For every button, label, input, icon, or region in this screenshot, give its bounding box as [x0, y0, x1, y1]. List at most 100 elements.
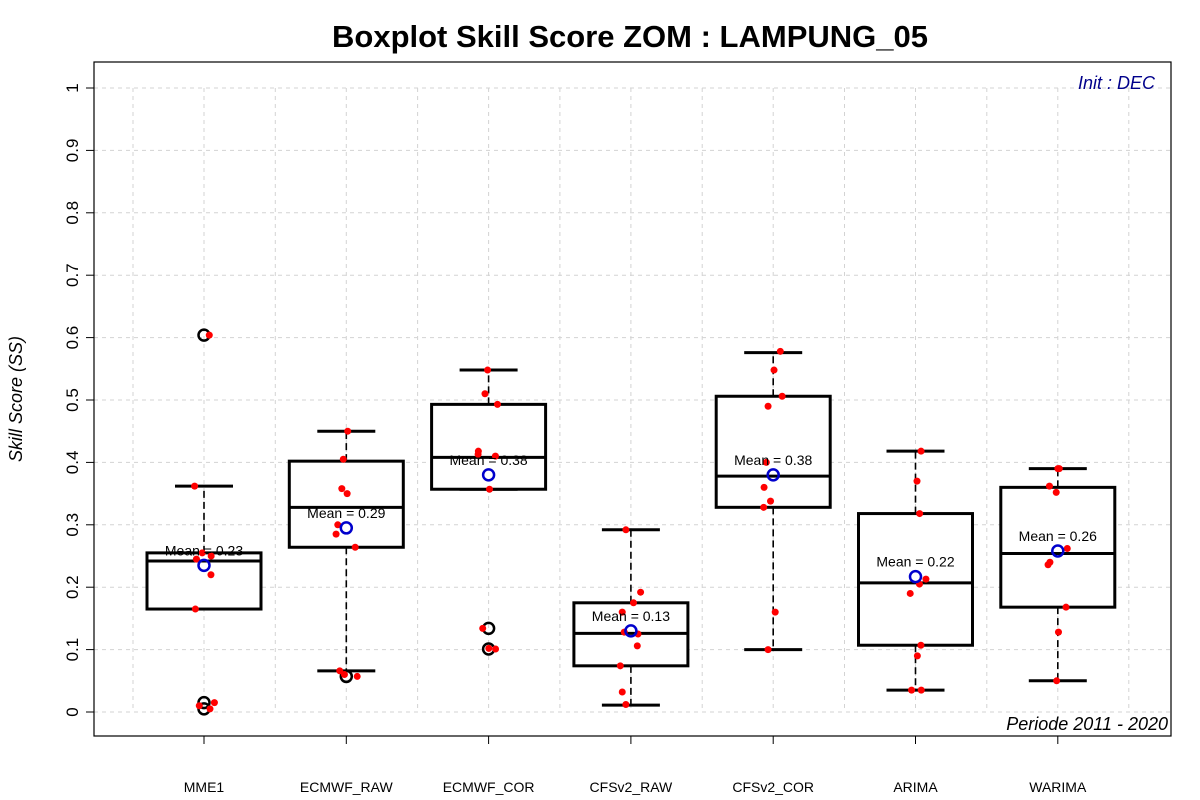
data-point — [917, 641, 925, 649]
data-point — [622, 526, 630, 534]
data-point — [198, 549, 206, 557]
y-tick-label: 0.3 — [63, 513, 82, 537]
data-point — [922, 575, 930, 583]
box — [714, 394, 832, 509]
data-point — [336, 667, 344, 675]
mean-label: Mean = 0.23 — [165, 542, 243, 558]
mean-label: Mean = 0.38 — [734, 452, 812, 468]
y-tick-label: 0.5 — [63, 388, 82, 412]
x-tick-label: WARIMA — [1029, 779, 1087, 795]
data-point — [764, 402, 772, 410]
data-point — [351, 543, 359, 551]
data-point — [210, 699, 218, 707]
data-point — [1055, 465, 1063, 473]
data-point — [633, 642, 641, 650]
data-point — [1063, 545, 1071, 553]
box-group-ecmwf_cor: Mean = 0.38 — [430, 366, 548, 656]
box-group-arima: Mean = 0.22 — [857, 447, 974, 694]
data-point — [618, 608, 626, 616]
y-tick-label: 0.2 — [63, 575, 82, 599]
data-point — [493, 400, 501, 408]
boxes: Mean = 0.23 Mean = 0.29 Mean = 0.38 Mean = … — [145, 328, 1117, 716]
y-tick-label: 0.7 — [63, 263, 82, 287]
data-point — [343, 490, 351, 498]
data-point — [481, 390, 489, 398]
mean-marker — [339, 521, 354, 535]
x-tick-label: MME1 — [184, 779, 225, 795]
data-point — [479, 624, 487, 632]
box-group-cfsv2_raw: Mean = 0.13 — [572, 526, 690, 709]
mean-marker — [908, 569, 923, 584]
data-point — [206, 705, 214, 713]
data-point — [760, 483, 768, 491]
data-point — [491, 452, 499, 460]
box-group-mme1: Mean = 0.23 — [145, 328, 263, 716]
data-point — [770, 366, 778, 374]
box-group-cfsv2_cor: Mean = 0.38 — [714, 347, 832, 654]
box — [857, 512, 974, 647]
y-tick-label: 0.8 — [63, 201, 82, 225]
y-tick-label: 0.1 — [63, 638, 82, 662]
x-tick-label: ECMWF_RAW — [300, 779, 394, 795]
data-point — [474, 450, 482, 458]
data-point — [767, 497, 775, 505]
y-tick-label: 0.9 — [63, 139, 82, 163]
box-group-ecmwf_raw: Mean = 0.29 — [287, 427, 405, 684]
data-point — [486, 485, 494, 493]
period-annotation: Periode 2011 - 2020 — [1006, 714, 1168, 734]
mean-marker — [766, 468, 780, 482]
box-group-warima: Mean = 0.26 — [999, 465, 1117, 685]
data-point — [332, 530, 340, 538]
data-point — [762, 458, 770, 466]
data-point — [339, 455, 347, 463]
mean-label: Mean = 0.29 — [307, 505, 385, 521]
data-point — [492, 645, 500, 653]
mean-label: Mean = 0.13 — [592, 608, 670, 624]
data-point — [1053, 677, 1061, 685]
y-axis: 0 0.1 0.2 0.3 0.4 0.5 0.6 0.7 0.8 0.9 1 — [63, 83, 95, 717]
data-point — [760, 503, 768, 511]
data-point — [917, 686, 925, 694]
data-point — [616, 662, 624, 670]
data-point — [637, 588, 645, 596]
x-tick-label: ECMWF_COR — [443, 779, 535, 795]
data-point — [1045, 482, 1053, 490]
y-tick-label: 1 — [63, 83, 82, 92]
data-point — [913, 477, 921, 485]
x-axis: MME1 ECMWF_RAW ECMWF_COR CFSv2_RAW CFSv2_COR… — [184, 736, 1087, 795]
mean-label: Mean = 0.26 — [1019, 528, 1097, 544]
data-point — [338, 485, 346, 493]
data-point — [1052, 488, 1060, 496]
data-point — [344, 427, 352, 435]
y-tick-label: 0 — [63, 707, 82, 716]
data-point — [771, 608, 779, 616]
mean-label: Mean = 0.38 — [449, 452, 527, 468]
mean-marker — [481, 468, 496, 482]
data-point — [764, 646, 772, 654]
x-tick-label: CFSv2_RAW — [590, 779, 674, 795]
mean-marker — [1051, 544, 1065, 558]
data-point — [622, 701, 630, 709]
chart-title: Boxplot Skill Score ZOM : LAMPUNG_05 — [332, 19, 928, 54]
data-point — [191, 482, 199, 490]
box — [430, 402, 548, 491]
data-point — [629, 599, 637, 607]
data-point — [334, 521, 342, 529]
mean-label: Mean = 0.22 — [876, 554, 954, 570]
init-annotation: Init : DEC — [1078, 73, 1156, 93]
data-point — [1054, 628, 1062, 636]
data-point — [1044, 561, 1052, 569]
outlier-point — [339, 669, 354, 684]
data-point — [192, 555, 200, 563]
mean-marker — [624, 624, 638, 638]
data-point — [618, 688, 626, 696]
data-point — [1062, 603, 1070, 611]
x-tick-label: CFSv2_COR — [732, 779, 814, 795]
data-point — [908, 686, 916, 694]
data-point — [340, 671, 348, 679]
mean-marker — [197, 558, 211, 573]
data-point — [207, 552, 215, 560]
y-tick-label: 0.4 — [63, 451, 82, 475]
x-tick-label: ARIMA — [893, 779, 938, 795]
